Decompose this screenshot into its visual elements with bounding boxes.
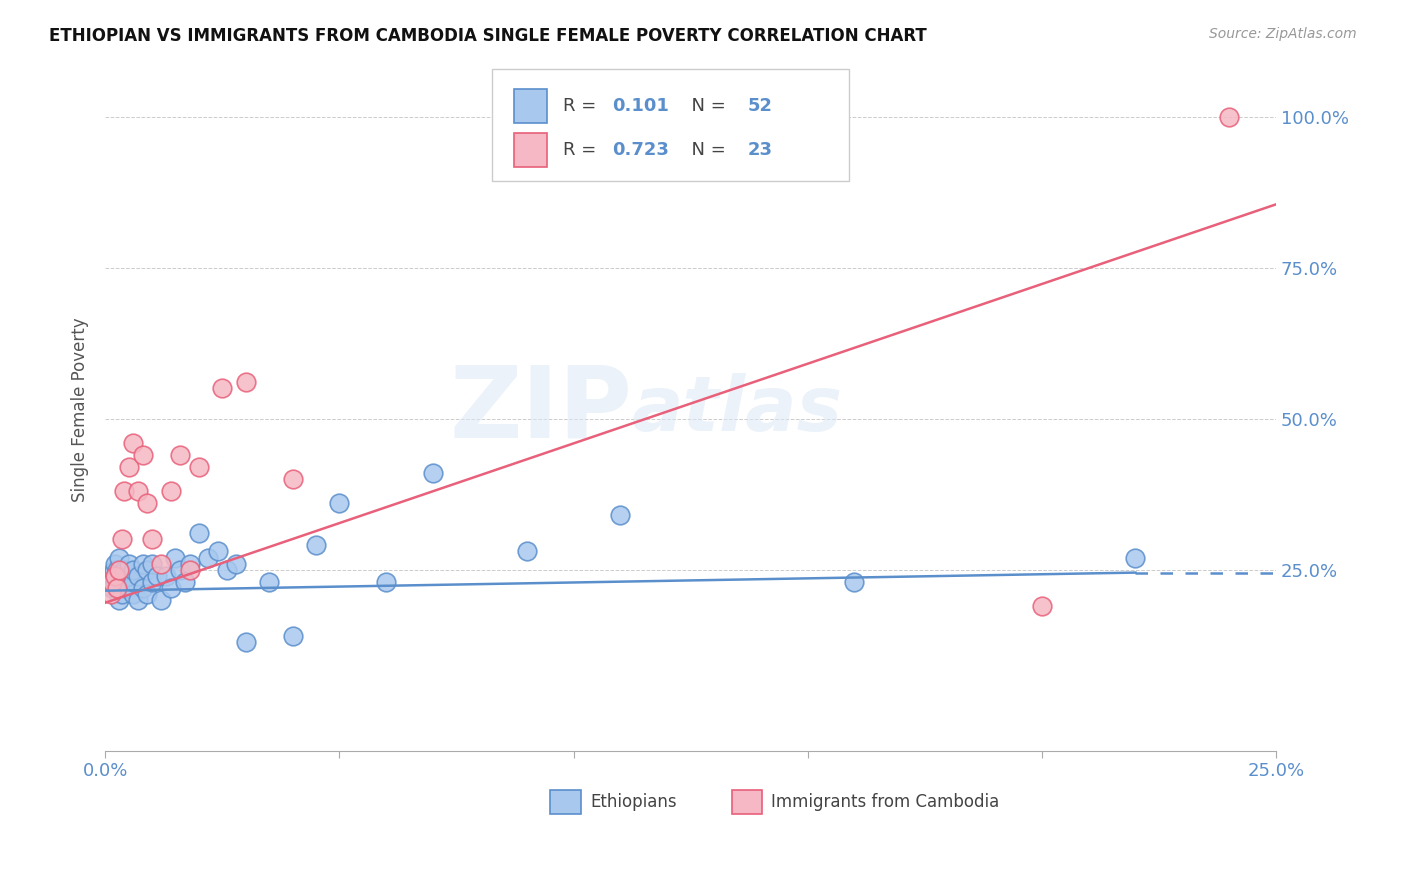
Point <box>281 629 304 643</box>
Point <box>122 563 145 577</box>
Point <box>105 563 128 577</box>
Point <box>165 550 187 565</box>
Point <box>197 550 219 565</box>
Point <box>112 484 135 499</box>
Point <box>127 568 149 582</box>
Point <box>131 557 153 571</box>
Point <box>207 544 229 558</box>
Text: R =: R = <box>562 141 602 160</box>
Text: atlas: atlas <box>633 373 844 447</box>
Point <box>150 592 173 607</box>
Y-axis label: Single Female Poverty: Single Female Poverty <box>72 318 89 502</box>
Point <box>103 568 125 582</box>
FancyBboxPatch shape <box>550 789 581 814</box>
Point <box>225 557 247 571</box>
Point <box>131 581 153 595</box>
Point <box>235 635 257 649</box>
Point <box>145 568 167 582</box>
Point <box>117 581 139 595</box>
FancyBboxPatch shape <box>513 89 547 123</box>
Point <box>169 563 191 577</box>
Point <box>159 484 181 499</box>
Point <box>281 472 304 486</box>
Point <box>122 587 145 601</box>
Point <box>108 568 131 582</box>
Point <box>127 484 149 499</box>
Point <box>136 587 159 601</box>
Point <box>103 557 125 571</box>
Point <box>100 568 122 582</box>
Point <box>159 581 181 595</box>
Point <box>422 466 444 480</box>
Point <box>328 496 350 510</box>
Point <box>108 563 131 577</box>
Point <box>235 376 257 390</box>
Point <box>257 574 280 589</box>
Text: Source: ZipAtlas.com: Source: ZipAtlas.com <box>1209 27 1357 41</box>
Point <box>127 592 149 607</box>
Text: ETHIOPIAN VS IMMIGRANTS FROM CAMBODIA SINGLE FEMALE POVERTY CORRELATION CHART: ETHIOPIAN VS IMMIGRANTS FROM CAMBODIA SI… <box>49 27 927 45</box>
Point <box>108 550 131 565</box>
Point <box>110 533 132 547</box>
Point <box>136 563 159 577</box>
Point <box>1125 550 1147 565</box>
Point <box>215 563 238 577</box>
FancyBboxPatch shape <box>513 133 547 168</box>
Text: 0.101: 0.101 <box>612 97 669 115</box>
Point <box>150 557 173 571</box>
Point <box>115 581 138 595</box>
Point <box>112 574 135 589</box>
Point <box>179 563 201 577</box>
Point <box>516 544 538 558</box>
Point <box>117 557 139 571</box>
Point <box>1218 110 1240 124</box>
Point <box>117 459 139 474</box>
Point <box>844 574 866 589</box>
Text: 52: 52 <box>748 97 773 115</box>
Point <box>110 587 132 601</box>
Point <box>187 526 209 541</box>
Point <box>305 538 328 552</box>
Point <box>117 568 139 582</box>
Point <box>173 574 195 589</box>
Point <box>100 587 122 601</box>
Point <box>375 574 398 589</box>
Text: 0.723: 0.723 <box>612 141 669 160</box>
Point <box>211 382 233 396</box>
Point <box>112 563 135 577</box>
Point <box>101 581 124 595</box>
Text: R =: R = <box>562 97 602 115</box>
Text: N =: N = <box>681 141 731 160</box>
Point <box>122 435 145 450</box>
Text: 23: 23 <box>748 141 773 160</box>
Point <box>105 581 128 595</box>
Point <box>141 574 163 589</box>
Point <box>108 592 131 607</box>
Point <box>122 574 145 589</box>
Point <box>141 557 163 571</box>
Text: Immigrants from Cambodia: Immigrants from Cambodia <box>772 793 1000 811</box>
Point <box>1031 599 1053 613</box>
FancyBboxPatch shape <box>492 69 849 181</box>
Point <box>155 568 177 582</box>
Text: N =: N = <box>681 97 731 115</box>
Point <box>104 581 127 595</box>
Point <box>136 496 159 510</box>
Point <box>169 448 191 462</box>
Point <box>187 459 209 474</box>
Point <box>609 508 631 523</box>
FancyBboxPatch shape <box>731 789 762 814</box>
Point <box>103 574 125 589</box>
Point <box>179 557 201 571</box>
Point <box>101 574 124 589</box>
Point <box>141 533 163 547</box>
Text: ZIP: ZIP <box>449 361 633 458</box>
Text: Ethiopians: Ethiopians <box>591 793 676 811</box>
Point <box>103 563 125 577</box>
Point <box>131 448 153 462</box>
